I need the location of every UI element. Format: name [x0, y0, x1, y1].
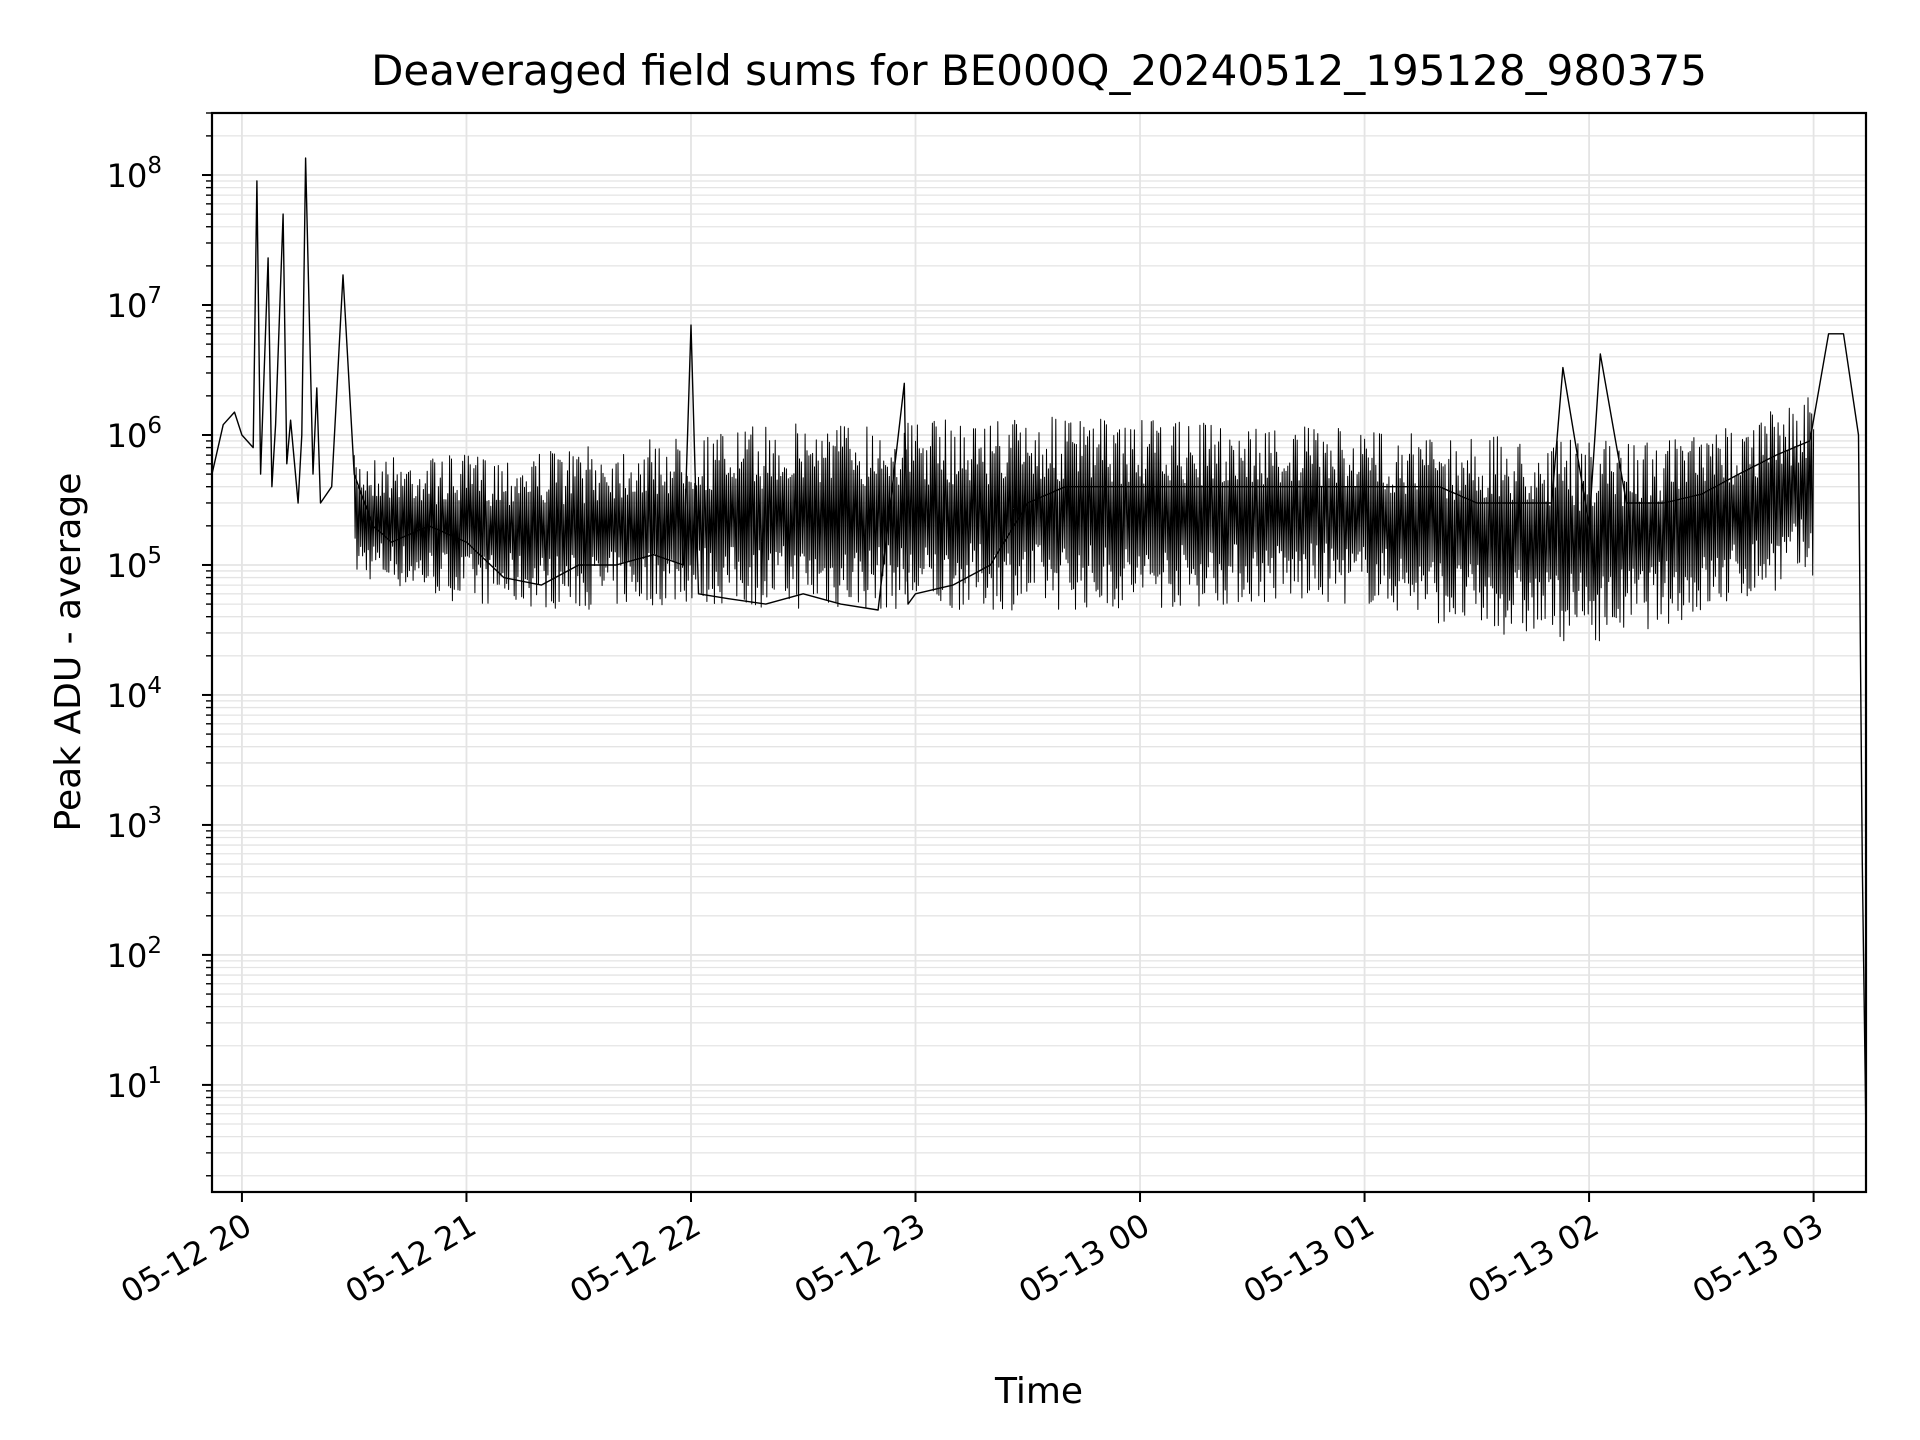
grid-lines [212, 112, 1866, 1192]
y-tick-label: 107 [107, 283, 162, 325]
y-tick-label: 102 [107, 933, 162, 975]
y-tick-label: 104 [107, 673, 162, 715]
chart-title: Deaveraged field sums for BE000Q_2024051… [371, 46, 1707, 95]
y-tick-label: 106 [107, 413, 162, 455]
x-axis-label: Time [994, 1371, 1083, 1412]
y-tick-label: 105 [107, 543, 162, 585]
series-band [353, 397, 1815, 642]
y-tick-label: 103 [107, 803, 162, 845]
plot-frame [210, 111, 1868, 1194]
y-tick-label: 101 [107, 1063, 162, 1105]
y-tick-label: 108 [107, 153, 162, 195]
data-series [211, 157, 1867, 1137]
y-axis-label: Peak ADU - average [48, 473, 89, 832]
